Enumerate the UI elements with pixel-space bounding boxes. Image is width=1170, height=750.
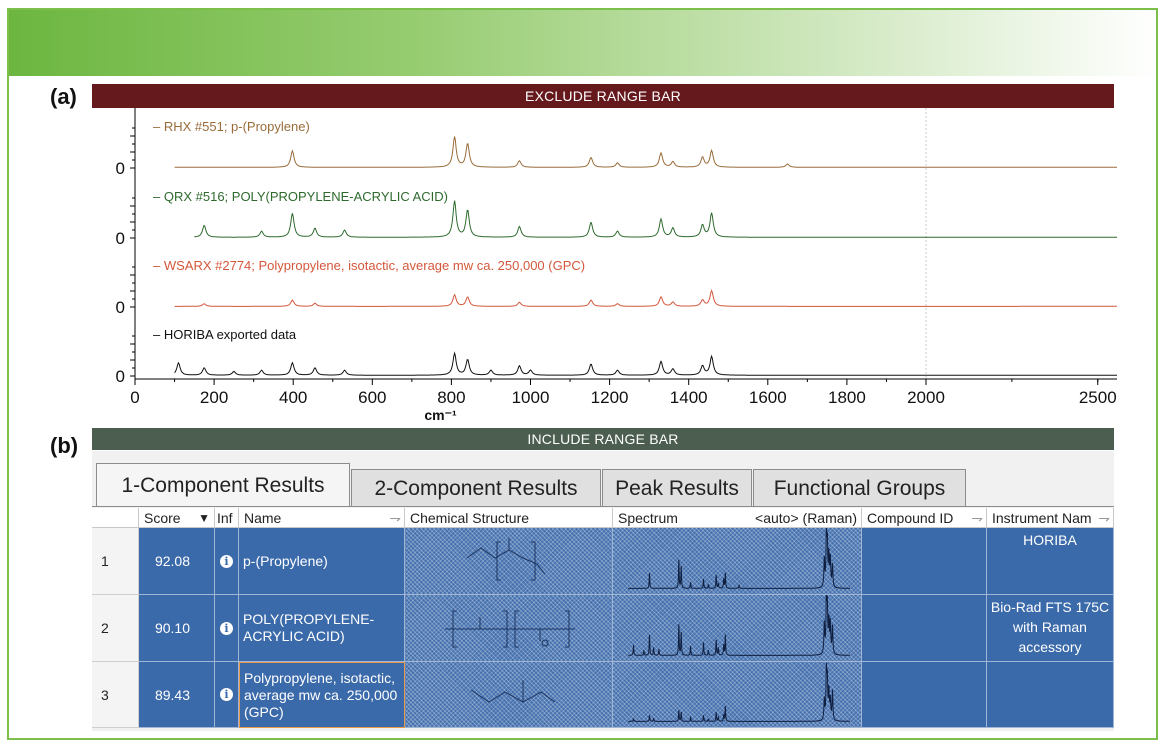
header-banner xyxy=(7,8,1158,76)
x-tick-label: 2000 xyxy=(907,388,945,407)
sort-desc-icon[interactable]: ▼ xyxy=(198,511,210,525)
header-name-label: Name xyxy=(244,510,282,526)
row-compound-id xyxy=(862,662,987,728)
row-info[interactable]: i xyxy=(215,662,239,728)
header-name[interactable]: Name ⇁ xyxy=(239,508,405,528)
tab-functional-groups[interactable]: Functional Groups xyxy=(753,469,966,507)
y-zero-label: 0 xyxy=(116,229,125,248)
x-tick-label: 1600 xyxy=(749,388,787,407)
figure-frame xyxy=(7,8,1158,740)
structure-drawing xyxy=(470,680,556,703)
tab-1-component-results[interactable]: 1-Component Results xyxy=(96,463,350,507)
results-tabs: 1-Component Results 2-Component Results … xyxy=(92,451,1114,507)
table-row[interactable]: 3 89.43 i Polypropylene, isotactic, aver… xyxy=(92,662,1114,728)
series-line-4 xyxy=(174,351,1117,376)
row-instrument: HORIBA xyxy=(987,528,1114,595)
chemical-structure-thumbnail xyxy=(405,595,613,662)
spectrum-thumbnail[interactable] xyxy=(613,595,862,662)
header-compound-id[interactable]: Compound ID ⇁ xyxy=(862,508,987,528)
row-score: 90.10 xyxy=(139,595,215,662)
x-tick-label: 1800 xyxy=(828,388,866,407)
exclude-range-bar[interactable]: EXCLUDE RANGE BAR xyxy=(92,84,1114,108)
x-tick-label: 2500 xyxy=(1079,388,1117,407)
x-tick-label: 200 xyxy=(200,388,228,407)
y-zero-label: 0 xyxy=(116,159,125,178)
row-score: 89.43 xyxy=(139,662,215,728)
structure-drawing xyxy=(466,538,546,581)
header-instrument-label: Instrument Nam xyxy=(992,510,1092,526)
mini-spectrum-line xyxy=(628,595,850,656)
series-line-3 xyxy=(174,289,1117,307)
x-axis-label: cm⁻¹ xyxy=(424,407,457,423)
row-name: POLY(PROPYLENE-ACRYLIC ACID) xyxy=(239,595,405,662)
header-compound-id-label: Compound ID xyxy=(867,510,954,526)
mini-spectrum xyxy=(628,528,850,589)
x-tick-label: 1200 xyxy=(591,388,629,407)
row-compound-id xyxy=(862,595,987,662)
spectrum-thumbnail[interactable] xyxy=(613,528,862,595)
series-name-3: – WSARX #2774; Polypropylene, isotactic,… xyxy=(153,258,585,273)
row-score: 92.08 xyxy=(139,528,215,595)
header-spectrum[interactable]: Spectrum <auto> (Raman) xyxy=(613,508,862,528)
mini-spectrum xyxy=(628,595,850,656)
x-tick-label: 1400 xyxy=(670,388,708,407)
x-tick-label: 400 xyxy=(279,388,307,407)
x-tick-label: 800 xyxy=(437,388,465,407)
column-resize-icon[interactable]: ⇁ xyxy=(389,510,401,526)
include-range-bar[interactable]: INCLUDE RANGE BAR xyxy=(92,428,1114,450)
y-zero-label: 0 xyxy=(116,298,125,317)
series-line-1 xyxy=(174,136,1117,168)
series-name-2: – QRX #516; POLY(PROPYLENE-ACRYLIC ACID) xyxy=(153,189,448,204)
info-icon[interactable]: i xyxy=(220,621,233,635)
x-tick-label: 600 xyxy=(358,388,386,407)
results-panel: 1-Component Results 2-Component Results … xyxy=(92,451,1114,731)
series-line-2 xyxy=(194,200,1117,238)
header-score[interactable]: Score ▼ xyxy=(139,508,215,528)
tab-divider xyxy=(92,506,1114,507)
row-compound-id xyxy=(862,528,987,595)
panel-a-label: (a) xyxy=(50,84,77,109)
structure-drawing xyxy=(445,610,575,648)
table-row[interactable]: 1 92.08 i p-(Propylene) HORIBA xyxy=(92,528,1114,595)
mini-spectrum-line xyxy=(628,528,850,589)
header-spectrum-label: Spectrum xyxy=(618,510,678,526)
mini-spectrum xyxy=(628,662,850,722)
chemical-structure-thumbnail xyxy=(405,662,613,728)
y-zero-label: 0 xyxy=(116,367,125,386)
header-index xyxy=(92,508,139,528)
spectrum-thumbnail[interactable] xyxy=(613,662,862,728)
column-resize-icon[interactable]: ⇁ xyxy=(971,510,983,526)
series-name-4: – HORIBA exported data xyxy=(153,327,297,342)
spectra-chart: 0 200 400 600 800 1000 1200 1400 1600 1800 2000 250… xyxy=(116,108,1117,423)
tab-peak-results[interactable]: Peak Results xyxy=(602,469,752,507)
row-info[interactable]: i xyxy=(215,528,239,595)
header-spectrum-mode[interactable]: <auto> (Raman) xyxy=(755,510,857,526)
row-index: 1 xyxy=(92,528,139,595)
mini-spectrum-line xyxy=(628,662,850,722)
tab-2-component-results[interactable]: 2-Component Results xyxy=(351,469,601,507)
header-chemical-structure[interactable]: Chemical Structure xyxy=(405,508,613,528)
row-index: 3 xyxy=(92,662,139,728)
panel-b-label: (b) xyxy=(50,433,79,458)
table-row[interactable]: 2 90.10 i POLY(PROPYLENE-ACRYLIC ACID) B… xyxy=(92,595,1114,662)
row-info[interactable]: i xyxy=(215,595,239,662)
header-info[interactable]: Inf xyxy=(215,508,239,528)
row-instrument xyxy=(987,662,1114,728)
series-name-1: – RHX #551; p-(Propylene) xyxy=(153,119,310,134)
info-icon[interactable]: i xyxy=(220,688,233,701)
row-index: 2 xyxy=(92,595,139,662)
row-name-selected[interactable]: Polypropylene, isotactic, average mw ca.… xyxy=(239,662,405,728)
column-resize-icon[interactable]: ⇁ xyxy=(1098,510,1110,526)
x-tick-label: 1000 xyxy=(512,388,550,407)
x-tick-label: 0 xyxy=(130,388,139,407)
row-instrument: Bio-Rad FTS 175C with Raman accessory xyxy=(987,595,1114,662)
header-score-label: Score xyxy=(144,510,181,526)
info-icon[interactable]: i xyxy=(220,554,233,568)
row-name: p-(Propylene) xyxy=(239,528,405,595)
header-instrument-name[interactable]: Instrument Nam ⇁ xyxy=(987,508,1114,528)
chemical-structure-thumbnail xyxy=(405,528,613,595)
